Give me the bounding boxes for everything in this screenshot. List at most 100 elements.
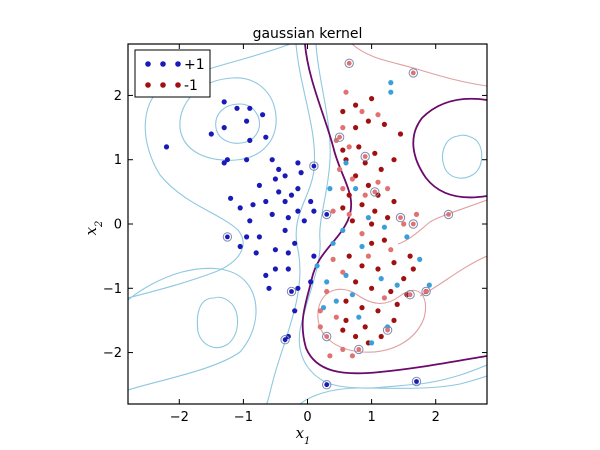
contour-pos-lower-inner bbox=[196, 296, 239, 349]
point-pos-21 bbox=[295, 208, 301, 214]
point-neg-24 bbox=[359, 263, 365, 269]
point-pos-5 bbox=[221, 125, 227, 131]
x-tick-label-0: −2 bbox=[170, 410, 189, 425]
x-tick-label-1: −1 bbox=[234, 410, 253, 425]
point-pos-18 bbox=[282, 198, 288, 205]
point-pos-32 bbox=[272, 247, 278, 253]
legend-marker-pos-3 bbox=[175, 61, 181, 67]
point-pos-47 bbox=[228, 195, 234, 201]
contour-neg-upper bbox=[351, 44, 487, 87]
point-neg_light-14 bbox=[340, 269, 346, 275]
support-vector-neg-12 bbox=[410, 70, 416, 76]
point-neg-29 bbox=[369, 285, 375, 291]
point-pos-17 bbox=[276, 189, 282, 195]
legend-label-pos: +1 bbox=[184, 57, 205, 73]
contour-pos-right-inner bbox=[441, 134, 483, 179]
point-pos-35 bbox=[253, 250, 259, 256]
support-vector-layer bbox=[222, 58, 454, 390]
y-tick-label-2: 0 bbox=[114, 218, 122, 233]
support-vector-pos-5 bbox=[324, 382, 330, 388]
contour-neg-lower-loop bbox=[317, 288, 427, 353]
support-vector-ring-pos-6 bbox=[411, 376, 422, 387]
support-vector-neg-10 bbox=[324, 334, 330, 339]
point-pos-19 bbox=[295, 186, 301, 192]
support-vector-neg-11 bbox=[346, 60, 352, 66]
point-neg_light-15 bbox=[324, 288, 330, 295]
point-pos_light-23 bbox=[417, 256, 423, 262]
point-pos_light-22 bbox=[340, 227, 346, 233]
point-neg-19 bbox=[349, 218, 355, 224]
point-neg-13 bbox=[353, 173, 359, 179]
legend-marker-neg-2 bbox=[160, 82, 166, 88]
point-neg_light-28 bbox=[385, 186, 391, 192]
point-pos-11 bbox=[221, 160, 227, 166]
support-vector-pos-4 bbox=[282, 337, 288, 343]
y-axis-label: x2 bbox=[82, 221, 105, 236]
point-pos_light-16 bbox=[333, 298, 339, 304]
point-pos-48 bbox=[269, 211, 275, 217]
point-pos_light-8 bbox=[378, 276, 384, 282]
support-vector-neg-6 bbox=[407, 292, 413, 298]
point-pos_light-15 bbox=[330, 240, 336, 246]
support-vector-neg-9 bbox=[356, 347, 362, 352]
point-pos_light-3 bbox=[353, 186, 359, 192]
point-neg-41 bbox=[353, 333, 359, 340]
point-neg-48 bbox=[372, 208, 378, 214]
point-neg_light-10 bbox=[330, 208, 336, 214]
point-neg-15 bbox=[346, 192, 352, 198]
point-pos-9 bbox=[163, 144, 170, 150]
support-vector-neg-7 bbox=[423, 289, 429, 294]
point-pos_light-13 bbox=[324, 279, 330, 285]
point-neg-30 bbox=[388, 288, 394, 295]
point-pos-29 bbox=[244, 234, 250, 240]
point-pos_light-10 bbox=[426, 282, 432, 288]
support-vector-pos-1 bbox=[324, 212, 330, 217]
point-neg-11 bbox=[391, 157, 397, 163]
point-neg_light-18 bbox=[317, 324, 323, 330]
support-vector-ring-neg-11 bbox=[344, 58, 354, 68]
support-vector-pos-3 bbox=[289, 289, 294, 294]
point-pos-2 bbox=[247, 105, 253, 111]
support-vector-ring-pos-5 bbox=[322, 380, 332, 390]
contour-pos-bottom bbox=[299, 375, 487, 404]
x-axis-label: x1 bbox=[296, 424, 311, 447]
point-pos-16 bbox=[298, 170, 304, 176]
point-neg-25 bbox=[375, 266, 381, 272]
point-pos_light-0 bbox=[388, 80, 394, 86]
point-neg-46 bbox=[410, 266, 416, 272]
point-pos_light-5 bbox=[381, 224, 387, 230]
x-axis-label-subscript: 1 bbox=[304, 436, 310, 447]
point-pos-22 bbox=[308, 198, 314, 205]
support-vector-ring-neg-5 bbox=[443, 209, 454, 220]
support-vector-ring-neg-4 bbox=[408, 219, 418, 229]
point-neg_light-16 bbox=[317, 308, 323, 314]
point-neg_light-19 bbox=[327, 353, 333, 359]
point-pos_light-14 bbox=[314, 263, 320, 269]
support-vector-ring-neg-9 bbox=[354, 344, 364, 355]
support-vector-neg-4 bbox=[410, 221, 416, 227]
support-vector-ring-pos-2 bbox=[222, 232, 233, 242]
support-vector-ring-pos-0 bbox=[309, 161, 319, 171]
point-neg-27 bbox=[407, 253, 413, 259]
point-neg-5 bbox=[381, 121, 387, 127]
point-neg-43 bbox=[381, 237, 387, 243]
point-pos-51 bbox=[311, 253, 317, 259]
support-vector-neg-1 bbox=[362, 154, 368, 159]
point-neg-34 bbox=[359, 305, 365, 311]
point-neg-16 bbox=[359, 202, 365, 208]
point-neg_light-3 bbox=[340, 125, 346, 131]
legend-marker-neg-3 bbox=[175, 82, 181, 88]
point-pos-46 bbox=[237, 205, 243, 211]
point-pos-8 bbox=[247, 137, 253, 143]
point-pos-27 bbox=[247, 218, 253, 224]
point-pos-6 bbox=[244, 118, 250, 124]
point-pos-49 bbox=[282, 173, 288, 179]
point-neg-9 bbox=[356, 144, 362, 150]
point-pos-10 bbox=[224, 157, 230, 163]
legend-marker-pos-1 bbox=[145, 61, 151, 67]
support-vector-ring-pos-1 bbox=[322, 209, 332, 220]
point-pos-4 bbox=[208, 131, 214, 137]
point-pos-14 bbox=[272, 176, 278, 182]
chart-title: gaussian kernel bbox=[253, 26, 363, 42]
point-neg-39 bbox=[378, 333, 384, 340]
